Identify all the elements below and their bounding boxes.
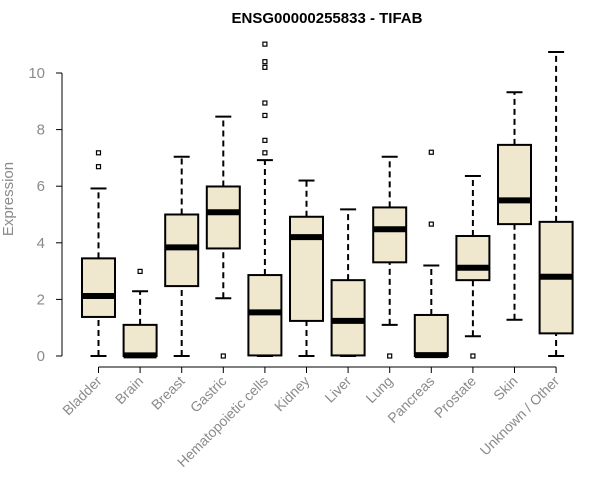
y-tick-label: 6	[37, 178, 45, 195]
plot-area	[81, 41, 574, 359]
y-axis-label: Expression	[0, 162, 17, 236]
outlier-point	[262, 59, 268, 65]
box-brain	[122, 268, 158, 359]
box-bladder	[81, 150, 116, 357]
box-lung	[372, 155, 408, 359]
x-tick-label: Breast	[148, 373, 188, 413]
chart-title: ENSG00000255833 - TIFAB	[232, 10, 423, 27]
box-skin	[497, 91, 532, 321]
x-tick-label: Lung	[362, 373, 395, 406]
x-tick-label: Unknown / Other	[477, 373, 563, 459]
box-pancreas	[413, 149, 449, 359]
box-hematopoietic-cells	[247, 41, 283, 357]
iqr-box	[413, 313, 449, 357]
iqr-box	[455, 235, 491, 282]
outlier-point	[220, 353, 226, 359]
outlier-point	[95, 150, 102, 156]
x-tick-label: Liver	[321, 373, 354, 406]
y-tick-label: 0	[37, 348, 45, 365]
outlier-point	[387, 353, 393, 359]
outlier-point	[262, 64, 268, 70]
x-tick-label: Skin	[490, 373, 521, 404]
box-liver	[330, 208, 366, 357]
y-tick-label: 2	[37, 291, 45, 308]
x-tick-label: Kidney	[271, 373, 313, 415]
x-tick-label: Prostate	[431, 373, 479, 421]
y-tick-label: 10	[28, 65, 45, 82]
outlier-point	[262, 137, 268, 143]
iqr-box	[372, 206, 408, 264]
box-unknown-other	[538, 51, 574, 357]
iqr-box	[122, 323, 158, 357]
box-gastric	[205, 115, 241, 359]
y-tick-label: 8	[37, 122, 45, 139]
y-axis: 0 2 4 6 8 10	[28, 65, 63, 365]
y-tick-label: 4	[37, 235, 45, 252]
outlier-point	[95, 164, 102, 170]
outlier-point	[262, 150, 268, 156]
iqr-box	[205, 185, 241, 250]
iqr-box	[81, 257, 116, 318]
outlier-point	[137, 268, 143, 274]
outlier-point	[470, 353, 476, 359]
box-breast	[164, 155, 200, 357]
x-tick-label: Bladder	[59, 373, 105, 419]
outlier-point	[428, 149, 434, 155]
outlier-point	[262, 100, 268, 106]
outlier-point	[262, 112, 268, 119]
box-kidney	[289, 179, 324, 357]
outlier-point	[428, 221, 434, 227]
iqr-box	[289, 215, 324, 322]
iqr-box	[330, 279, 366, 357]
outlier-point	[262, 41, 268, 47]
iqr-box	[497, 143, 532, 226]
x-tick-label: Brain	[112, 373, 146, 407]
box-prostate	[455, 175, 491, 359]
